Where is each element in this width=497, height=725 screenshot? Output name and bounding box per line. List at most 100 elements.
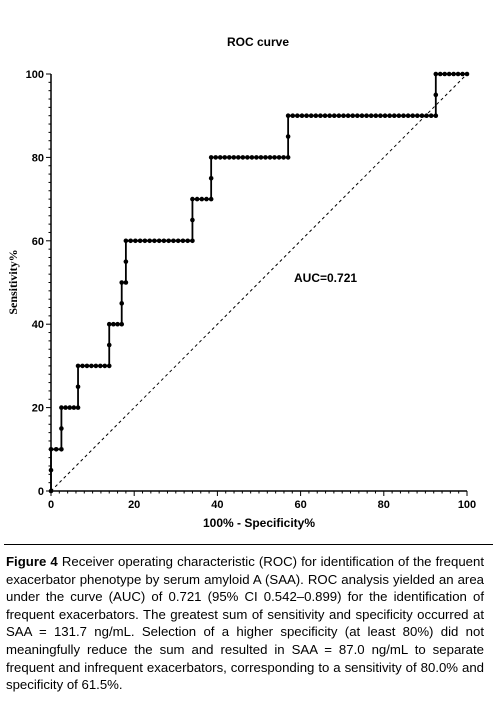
reference-diagonal-line (50, 73, 468, 492)
roc-marker (147, 238, 152, 244)
roc-marker (175, 238, 181, 244)
caption-divider (4, 544, 493, 545)
roc-marker (185, 238, 190, 244)
roc-marker (249, 155, 255, 160)
roc-marker (199, 196, 205, 202)
roc-marker (267, 155, 273, 160)
caption-label: Figure 4 (6, 554, 58, 569)
y-tick-label: 20 (32, 403, 44, 415)
y-axis-label: Sensitivity% (6, 249, 20, 314)
roc-marker (318, 113, 323, 118)
y-tick-label: 0 (38, 486, 44, 498)
roc-marker (102, 363, 108, 369)
x-tick-label: 60 (294, 499, 306, 511)
roc-marker (75, 384, 81, 390)
roc-marker (84, 363, 90, 369)
roc-marker (161, 238, 167, 244)
roc-marker (281, 155, 286, 160)
roc-marker (217, 155, 223, 160)
roc-marker (208, 155, 214, 160)
roc-marker (93, 363, 99, 369)
roc-marker (204, 196, 209, 202)
chart-title: ROC curve (227, 35, 289, 49)
roc-marker (48, 467, 54, 473)
roc-marker (180, 238, 186, 244)
roc-marker (336, 113, 342, 118)
figure-caption: Figure 4 Receiver operating characterist… (6, 553, 484, 694)
y-tick-label: 60 (32, 236, 44, 248)
caption-text: Receiver operating characteristic (ROC) … (6, 554, 484, 693)
roc-marker (106, 342, 112, 348)
x-tick-label: 40 (211, 499, 223, 511)
roc-marker (401, 113, 406, 118)
roc-marker (98, 363, 103, 369)
roc-marker (322, 113, 328, 118)
roc-marker (63, 405, 68, 410)
roc-marker (424, 113, 429, 118)
roc-marker (128, 238, 133, 244)
roc-marker (119, 301, 125, 306)
roc-marker (213, 155, 218, 160)
roc-marker (327, 113, 332, 118)
tick-labels: 0 20 40 60 80 100 0 20 40 60 80 100 (26, 69, 477, 511)
roc-marker (75, 405, 81, 410)
y-tick-label: 40 (32, 319, 44, 331)
roc-marker (373, 113, 379, 118)
y-tick-label: 100 (26, 69, 44, 81)
roc-marker (156, 238, 162, 244)
auc-annotation: AUC=0.721 (294, 271, 357, 285)
roc-figure: ROC curve 0 20 40 60 80 100 0 20 40 60 80 100 AUC=0… (6, 35, 477, 530)
roc-marker (190, 217, 195, 223)
roc-marker (368, 113, 374, 118)
roc-marker (106, 321, 112, 327)
roc-marker (285, 155, 291, 160)
roc-marker (446, 71, 452, 77)
roc-marker (464, 71, 470, 77)
roc-marker (111, 321, 116, 327)
roc-marker (455, 71, 461, 77)
x-axis-label: 100% - Specificity% (203, 516, 315, 530)
roc-marker (272, 155, 277, 160)
roc-marker (433, 92, 439, 98)
roc-marker (433, 113, 439, 118)
roc-marker (387, 113, 392, 118)
roc-marker (190, 238, 195, 244)
roc-marker (405, 113, 411, 118)
roc-marker (194, 196, 200, 202)
roc-marker (396, 113, 402, 118)
roc-marker (89, 363, 94, 369)
roc-marker (208, 175, 214, 181)
roc-marker (331, 113, 337, 118)
roc-marker (67, 405, 73, 410)
roc-marker (254, 155, 259, 160)
roc-marker (350, 113, 356, 118)
roc-marker (295, 113, 300, 118)
roc-marker (226, 155, 232, 160)
roc-marker (190, 196, 195, 202)
x-tick-label: 80 (378, 499, 390, 511)
roc-marker (71, 405, 77, 410)
roc-marker (240, 155, 246, 160)
roc-marker (123, 259, 129, 264)
roc-marker (142, 238, 148, 244)
roc-marker (137, 238, 143, 244)
x-tick-label: 0 (48, 499, 54, 511)
roc-marker (119, 321, 125, 327)
roc-marker (285, 113, 291, 118)
roc-marker (171, 238, 176, 244)
roc-chart: ROC curve 0 20 40 60 80 100 0 20 40 60 80 100 AUC=0… (6, 35, 477, 530)
y-tick-label: 80 (32, 152, 44, 164)
roc-marker (419, 113, 425, 118)
roc-marker (119, 280, 125, 285)
roc-marker (382, 113, 388, 118)
roc-marker (345, 113, 351, 118)
roc-marker (53, 447, 59, 452)
roc-marker (263, 155, 268, 160)
roc-marker (299, 113, 305, 118)
roc-marker (75, 363, 81, 369)
x-tick-label: 100 (458, 499, 476, 511)
roc-marker (258, 155, 264, 160)
roc-marker (115, 321, 120, 327)
roc-marker (48, 447, 54, 452)
roc-marker (222, 155, 228, 160)
